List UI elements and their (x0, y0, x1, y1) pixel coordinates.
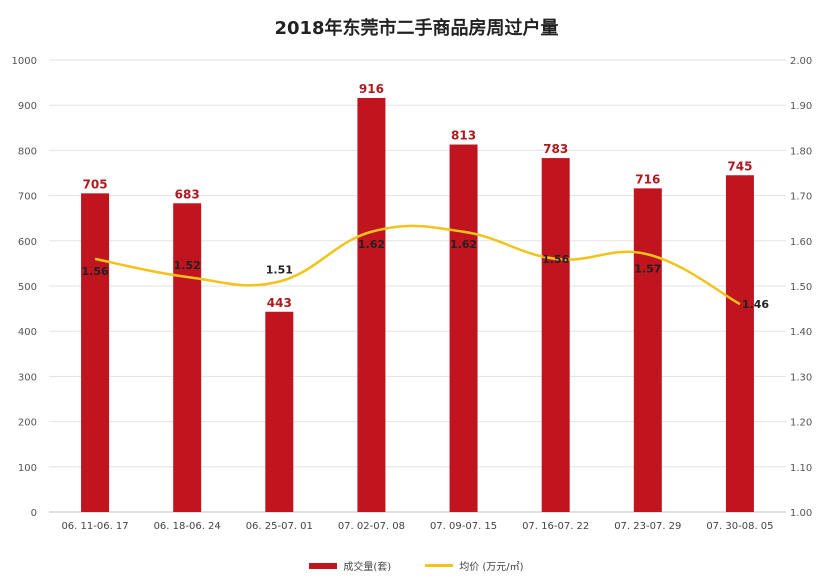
y-left-tick-label: 500 (18, 282, 37, 293)
y-left-tick-label: 400 (18, 327, 37, 338)
y-right-tick-label: 1.70 (790, 192, 812, 203)
x-tick-label: 07. 30-08. 05 (706, 521, 773, 532)
line-value-label: 1.57 (634, 262, 661, 275)
legend-swatch-bar (309, 562, 338, 569)
line-value-label: 1.62 (358, 238, 385, 251)
x-tick-label: 06. 11-06. 17 (61, 521, 128, 532)
line-value-label: 1.56 (542, 253, 569, 266)
grid-lines (49, 59, 786, 513)
line-value-label: 1.46 (742, 298, 769, 311)
y-left-tick-label: 200 (18, 418, 37, 429)
bar (357, 97, 386, 512)
y-right-tick-label: 1.00 (790, 508, 812, 519)
y-left-tick-label: 800 (18, 146, 37, 157)
bar (449, 144, 478, 513)
y-right-tick-label: 1.60 (790, 237, 812, 248)
bar-value-label: 745 (727, 159, 752, 173)
y-left-tick-label: 300 (18, 372, 37, 383)
y-axis-right: 1.00 1.10 1.20 1.30 1.40 1.50 1.60 1.70 1.80 1.90… (790, 56, 812, 519)
y-axis-left: 0 100 200 300 400 500 600 700 800 900 1000 (12, 56, 37, 519)
bar-value-label: 443 (267, 296, 292, 310)
bar-value-label: 683 (175, 187, 200, 201)
y-right-tick-label: 1.10 (790, 463, 812, 474)
y-right-tick-label: 1.50 (790, 282, 812, 293)
x-tick-label: 07. 09-07. 15 (430, 521, 497, 532)
legend-item-price: 均价 (万元/㎡) (425, 558, 524, 573)
line-value-label: 1.51 (266, 263, 293, 276)
bar (173, 203, 202, 512)
y-left-tick-label: 100 (18, 463, 37, 474)
x-tick-label: 06. 18-06. 24 (154, 521, 221, 532)
y-right-tick-label: 1.20 (790, 418, 812, 429)
bar-value-label: 813 (451, 129, 476, 143)
line-value-label: 1.62 (450, 238, 477, 251)
x-tick-label: 07. 23-07. 29 (614, 521, 681, 532)
y-right-tick-label: 2.00 (790, 56, 812, 67)
y-left-tick-label: 1000 (12, 56, 37, 67)
bar (265, 311, 294, 512)
y-right-tick-label: 1.80 (790, 146, 812, 157)
bar (633, 188, 662, 513)
chart-title: 2018年东莞市二手商品房周过户量 (274, 18, 559, 39)
y-right-tick-label: 1.90 (790, 101, 812, 112)
y-left-tick-label: 700 (18, 192, 37, 203)
data-labels: 705 683 443 916 813 783 716 745 1.56 1.52 1.51 1.62… (81, 82, 769, 311)
y-left-tick-label: 900 (18, 101, 37, 112)
x-tick-label: 07. 16-07. 22 (522, 521, 589, 532)
legend-label-price: 均价 (万元/㎡) (459, 562, 524, 573)
line-value-label: 1.56 (81, 265, 108, 278)
line-series (94, 224, 741, 306)
legend-label-volume: 成交量(套) (343, 562, 392, 573)
bar-series (81, 97, 754, 513)
x-tick-label: 07. 02-07. 08 (338, 521, 405, 532)
bar-value-label: 705 (83, 177, 108, 191)
y-right-tick-label: 1.30 (790, 372, 812, 383)
x-axis: 06. 11-06. 17 06. 18-06. 24 06. 25-07. 01 0… (61, 521, 773, 532)
bar (725, 175, 754, 512)
bar-value-label: 783 (543, 142, 568, 156)
bar (541, 158, 570, 513)
legend-swatch-line (425, 564, 454, 567)
y-left-tick-label: 0 (31, 508, 37, 519)
price-line (94, 224, 741, 306)
bar-value-label: 716 (635, 172, 660, 186)
line-value-label: 1.52 (174, 259, 201, 272)
bar-value-label: 916 (359, 82, 384, 96)
x-tick-label: 06. 25-07. 01 (246, 521, 313, 532)
y-right-tick-label: 1.40 (790, 327, 812, 338)
y-left-tick-label: 600 (18, 237, 37, 248)
bar (81, 193, 110, 512)
legend-item-volume: 成交量(套) (309, 558, 391, 573)
legend: 成交量(套) 均价 (万元/㎡) (0, 558, 833, 573)
